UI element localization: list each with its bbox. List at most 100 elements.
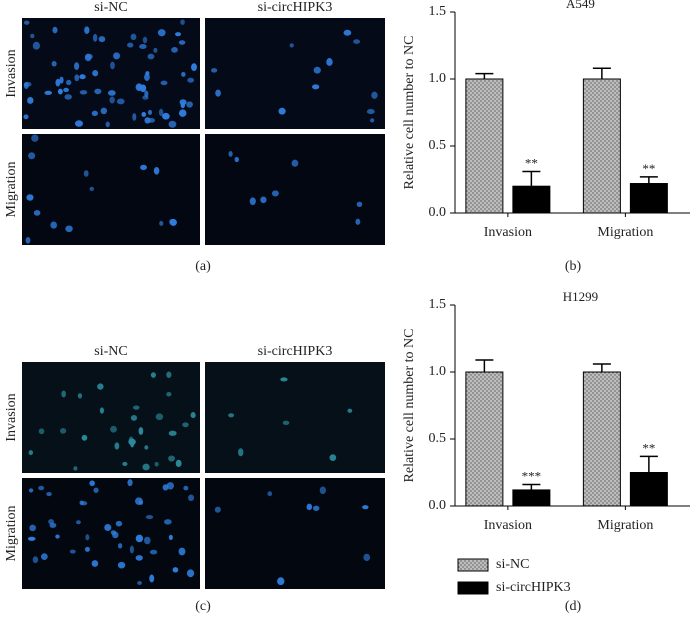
nucleus bbox=[355, 218, 361, 225]
nucleus bbox=[260, 196, 267, 204]
nucleus bbox=[84, 53, 92, 62]
nucleus bbox=[362, 505, 369, 510]
significance: ** bbox=[642, 161, 655, 176]
nucleus bbox=[168, 534, 173, 541]
y-tick-label: 0.0 bbox=[429, 498, 447, 513]
nucleus bbox=[64, 94, 72, 100]
nucleus bbox=[55, 534, 60, 539]
nucleus bbox=[278, 107, 286, 115]
nucleus bbox=[104, 524, 112, 531]
nucleus bbox=[55, 78, 61, 87]
panel-letter: (d) bbox=[565, 599, 582, 614]
nucleus bbox=[329, 454, 337, 462]
bar bbox=[629, 183, 668, 214]
nucleus bbox=[23, 81, 32, 87]
nucleus bbox=[48, 519, 54, 525]
nucleus bbox=[73, 466, 78, 471]
nucleus bbox=[142, 463, 150, 471]
nucleus bbox=[40, 553, 48, 560]
nucleus bbox=[128, 436, 134, 445]
nucleus bbox=[157, 29, 166, 37]
nucleus bbox=[178, 109, 187, 117]
nucleus bbox=[38, 428, 45, 435]
nucleus bbox=[33, 209, 41, 216]
nucleus bbox=[85, 534, 90, 541]
nucleus bbox=[145, 515, 154, 520]
nucleus bbox=[130, 33, 137, 41]
bar bbox=[629, 472, 668, 507]
nucleus bbox=[179, 99, 187, 105]
nucleus bbox=[162, 112, 170, 120]
legend-swatch bbox=[457, 558, 489, 572]
nucleus bbox=[280, 377, 288, 382]
bar bbox=[582, 78, 621, 214]
nucleus bbox=[186, 101, 193, 108]
micrographs bbox=[22, 18, 385, 589]
nucleus bbox=[113, 52, 121, 60]
nucleus bbox=[23, 114, 29, 120]
nucleus bbox=[188, 494, 195, 502]
nucleus bbox=[115, 520, 123, 527]
nucleus bbox=[238, 448, 244, 457]
nucleus bbox=[139, 44, 147, 49]
nucleus bbox=[100, 107, 108, 115]
nucleus bbox=[29, 524, 36, 532]
nucleus bbox=[110, 425, 117, 433]
nucleus bbox=[114, 442, 120, 450]
bar bbox=[465, 371, 504, 507]
nucleus bbox=[135, 83, 143, 91]
nucleus bbox=[366, 109, 375, 115]
nucleus bbox=[81, 434, 88, 441]
nucleus bbox=[143, 536, 151, 545]
nucleus bbox=[23, 20, 30, 25]
chart-title: A549 bbox=[566, 0, 595, 11]
nucleus bbox=[129, 545, 134, 554]
row-label: Migration bbox=[4, 162, 19, 218]
nucleus bbox=[93, 33, 98, 42]
nucleus bbox=[154, 461, 159, 467]
nucleus bbox=[166, 391, 172, 397]
nucleus bbox=[214, 506, 221, 513]
nucleus bbox=[182, 422, 189, 428]
nucleus bbox=[141, 112, 147, 117]
nucleus bbox=[277, 577, 285, 586]
nucleus bbox=[149, 574, 155, 583]
legend-label: si-circHIPK3 bbox=[496, 580, 571, 595]
nucleus bbox=[343, 29, 352, 36]
column-label: si-NC bbox=[94, 0, 127, 15]
nucleus bbox=[180, 19, 185, 25]
nucleus bbox=[168, 430, 177, 436]
nucleus bbox=[234, 156, 240, 163]
nucleus bbox=[175, 459, 182, 468]
nucleus bbox=[83, 170, 89, 177]
column-label: si-circHIPK3 bbox=[258, 344, 333, 359]
nucleus bbox=[51, 61, 57, 67]
nucleus bbox=[153, 166, 160, 175]
nucleus bbox=[89, 186, 95, 192]
nucleus bbox=[59, 428, 67, 434]
nucleus bbox=[171, 47, 178, 53]
panel-letter: (a) bbox=[195, 259, 211, 274]
panel-letter: (b) bbox=[565, 259, 582, 274]
nucleus bbox=[363, 553, 371, 562]
significance: *** bbox=[522, 469, 542, 484]
bar bbox=[582, 371, 621, 507]
nucleus bbox=[31, 134, 39, 142]
y-tick-label: 1.5 bbox=[429, 297, 447, 312]
nucleus bbox=[99, 407, 105, 414]
nucleus bbox=[166, 482, 174, 490]
nucleus bbox=[313, 66, 321, 74]
nucleus bbox=[130, 415, 138, 421]
nucleus bbox=[215, 89, 221, 97]
y-tick-label: 1.0 bbox=[429, 364, 447, 379]
nucleus bbox=[168, 120, 177, 128]
y-tick-label: 0.5 bbox=[429, 138, 447, 153]
micrograph bbox=[22, 18, 200, 129]
nucleus bbox=[138, 500, 143, 505]
micrograph bbox=[22, 134, 200, 245]
nucleus bbox=[191, 63, 197, 72]
nucleus bbox=[312, 84, 320, 90]
nucleus bbox=[353, 39, 361, 44]
nucleus bbox=[32, 41, 41, 50]
